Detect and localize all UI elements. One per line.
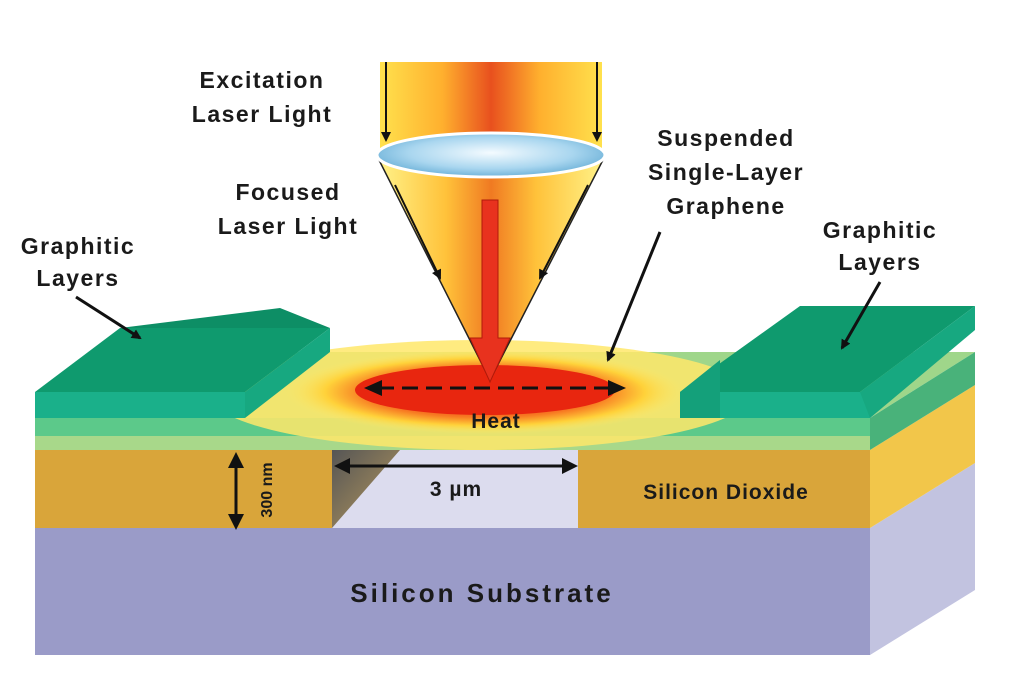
label-graphitic-left-1: Graphitic [21,233,135,259]
label-excitation-1: Excitation [200,67,325,93]
oxide-front-left [35,450,332,528]
label-silicon-substrate: Silicon Substrate [350,578,613,608]
heat-arrowhead-left [364,380,382,396]
silicon-substrate [35,463,975,655]
graphite-left-top [35,328,330,392]
graphite-right-side [860,306,975,418]
graphite-left-back [120,308,330,328]
cone-arrow-right [539,184,589,280]
graphene-side [870,352,975,450]
trench-gap [332,450,578,528]
laser-beam [375,62,607,384]
graphite-left-side [245,328,330,418]
heat-region [210,340,750,450]
lens [375,131,607,179]
label-suspended-1: Suspended [657,125,794,151]
oxide-side-face [870,385,975,528]
gap-dimension [334,458,578,474]
graphite-right-top [680,306,975,392]
gap-arrowhead-right [562,458,578,474]
label-suspended-2: Single-Layer [648,159,804,185]
graphitic-block-right [680,306,975,418]
label-focused-2: Laser Light [218,213,358,239]
graphite-right-step [680,360,720,418]
gap-arrowhead-left [334,458,350,474]
label-gap: 3 µm [430,478,482,501]
graphite-left-front [35,392,245,418]
focus-arrow [469,199,511,384]
graphene-pointer [606,231,662,362]
heat-core [355,365,615,415]
silicon-dioxide-layer [35,385,975,528]
label-silicon-dioxide: Silicon Dioxide [643,481,809,504]
heat-arrowhead-right [608,380,626,396]
graphitic-block-left [35,308,330,418]
label-graphitic-right-2: Layers [838,249,921,275]
thickness-arrowhead-top [228,452,244,468]
label-graphitic-right-1: Graphitic [823,217,937,243]
thickness-dimension [228,452,244,530]
label-graphitic-left-2: Layers [36,265,119,291]
oxide-front-right [578,450,870,528]
cone-arrow-left [394,184,442,280]
thickness-arrowhead-bottom [228,514,244,530]
label-thickness: 300 nm [259,462,276,517]
heat-spread-arrow [364,380,626,396]
graphitic-right-pointer [840,281,882,350]
graphitic-left-pointer [75,295,142,340]
label-excitation-2: Laser Light [192,101,332,127]
substrate-front-face [35,528,870,655]
label-suspended-3: Graphene [666,193,785,219]
label-heat: Heat [471,410,521,433]
label-focused-1: Focused [235,179,340,205]
